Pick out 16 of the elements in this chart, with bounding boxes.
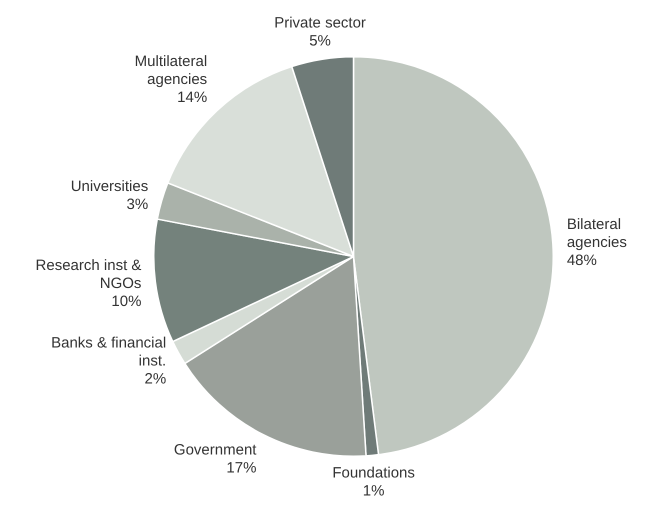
data-label: 17% <box>226 460 256 477</box>
slice-label: Bilateral agencies <box>566 216 627 251</box>
slice-label: Multilateral agencies <box>134 52 208 88</box>
slice-label: Research inst & NGOs <box>36 256 142 292</box>
slice-label: Private sector <box>274 14 366 32</box>
data-label: 1% <box>362 482 384 500</box>
data-label: 10% <box>111 292 142 310</box>
slice-label: Foundations <box>332 464 415 482</box>
data-label: 48% <box>566 252 597 269</box>
slice-label: Universities <box>70 178 148 195</box>
slice-label: Banks & financial inst. <box>51 334 166 370</box>
slice-label: Government <box>174 442 258 459</box>
data-label: 2% <box>144 370 166 388</box>
data-label: 3% <box>126 196 148 213</box>
data-label: 5% <box>309 32 331 50</box>
data-label: 14% <box>177 88 208 106</box>
